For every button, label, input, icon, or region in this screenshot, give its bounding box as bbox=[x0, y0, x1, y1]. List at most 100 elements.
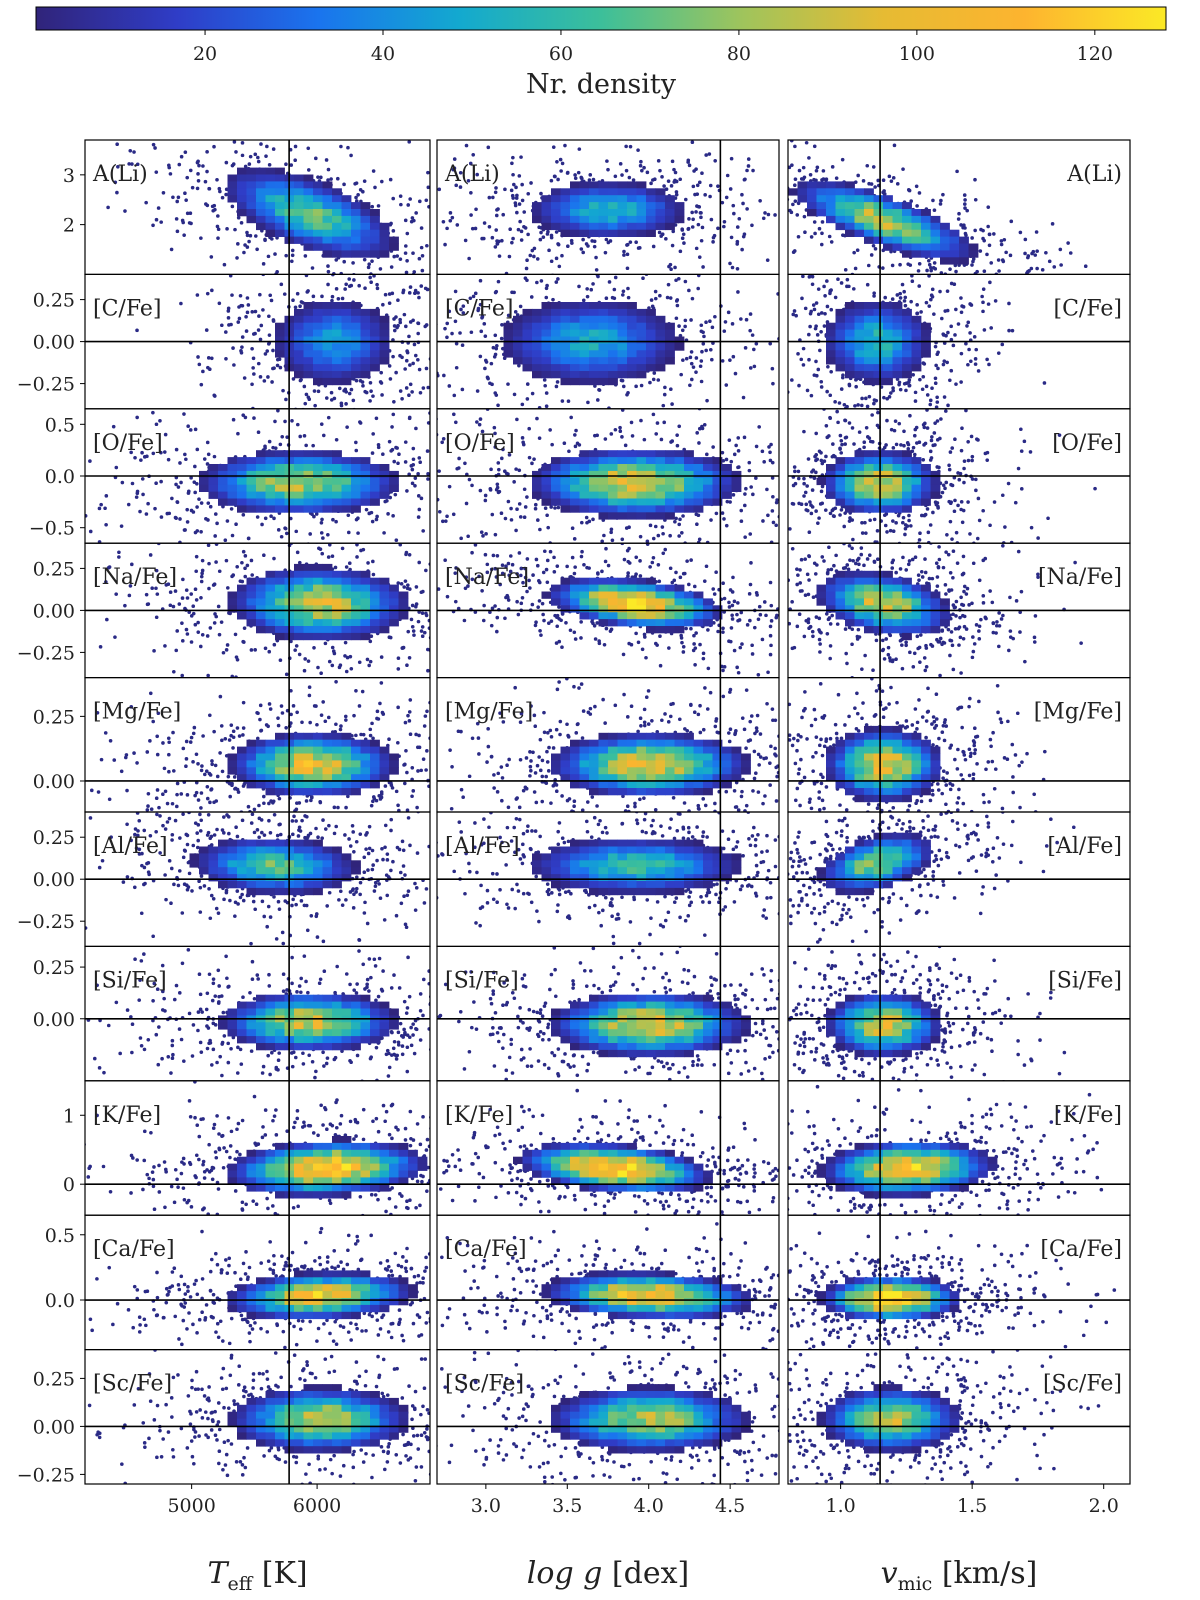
scatter-point bbox=[521, 199, 525, 203]
scatter-point bbox=[933, 267, 937, 271]
density-cell bbox=[332, 450, 342, 457]
scatter-point bbox=[414, 476, 418, 480]
scatter-point bbox=[997, 351, 1001, 355]
scatter-point bbox=[501, 213, 505, 217]
scatter-point bbox=[972, 257, 976, 261]
density-cell bbox=[940, 230, 950, 237]
scatter-point bbox=[823, 539, 827, 543]
scatter-point bbox=[970, 263, 974, 267]
scatter-point bbox=[388, 301, 392, 305]
scatter-point bbox=[781, 223, 785, 227]
scatter-point bbox=[494, 533, 498, 537]
scatter-point bbox=[698, 255, 702, 259]
scatter-point bbox=[212, 393, 216, 397]
scatter-point bbox=[588, 178, 592, 182]
scatter-point bbox=[823, 312, 827, 316]
scatter-point bbox=[700, 380, 704, 384]
density-cell bbox=[608, 371, 618, 378]
scatter-point bbox=[897, 276, 901, 280]
density-cell bbox=[580, 316, 590, 323]
scatter-point bbox=[432, 495, 436, 499]
scatter-point bbox=[380, 381, 384, 385]
density-cell bbox=[874, 343, 884, 350]
density-cell bbox=[883, 357, 893, 364]
scatter-point bbox=[618, 426, 622, 430]
scatter-point bbox=[438, 291, 442, 295]
scatter-point bbox=[1084, 264, 1088, 268]
density-cell bbox=[883, 323, 893, 330]
density-cell bbox=[883, 316, 893, 323]
scatter-point bbox=[650, 298, 654, 302]
density-cell bbox=[532, 209, 542, 216]
scatter-point bbox=[250, 347, 254, 351]
scatter-point bbox=[307, 397, 311, 401]
scatter-point bbox=[294, 408, 298, 412]
scatter-point bbox=[725, 196, 729, 200]
scatter-point bbox=[363, 258, 367, 262]
scatter-point bbox=[283, 283, 287, 287]
density-cell bbox=[266, 492, 276, 499]
scatter-point bbox=[632, 409, 636, 413]
scatter-point bbox=[1000, 343, 1004, 347]
scatter-point bbox=[782, 187, 786, 191]
scatter-point bbox=[766, 192, 770, 196]
scatter-point bbox=[979, 209, 983, 213]
scatter-point bbox=[1046, 331, 1050, 335]
scatter-point bbox=[1024, 238, 1028, 242]
density-cell bbox=[275, 175, 285, 182]
scatter-point bbox=[814, 327, 818, 331]
scatter-point bbox=[966, 321, 970, 325]
density-cell bbox=[883, 371, 893, 378]
scatter-point bbox=[981, 310, 985, 314]
density-cell bbox=[883, 237, 893, 244]
density-cell bbox=[237, 464, 247, 471]
density-cell bbox=[599, 323, 609, 330]
scatter-point bbox=[809, 312, 813, 316]
scatter-point bbox=[318, 416, 322, 420]
scatter-point bbox=[762, 216, 766, 220]
density-cell bbox=[380, 357, 390, 364]
scatter-point bbox=[491, 249, 495, 253]
scatter-point bbox=[605, 296, 609, 300]
scatter-point bbox=[432, 254, 436, 258]
density-cell bbox=[304, 244, 314, 251]
density-cell bbox=[342, 209, 352, 216]
density-cell bbox=[864, 371, 874, 378]
density-cell bbox=[370, 250, 380, 257]
scatter-point bbox=[716, 119, 720, 123]
scatter-point bbox=[819, 330, 823, 334]
scatter-point bbox=[721, 261, 725, 265]
scatter-point bbox=[948, 378, 952, 382]
scatter-point bbox=[736, 324, 740, 328]
scatter-point bbox=[975, 270, 979, 274]
scatter-point bbox=[901, 167, 905, 171]
density-cell bbox=[589, 337, 599, 344]
scatter-point bbox=[215, 522, 219, 526]
scatter-point bbox=[494, 228, 498, 232]
density-cell bbox=[637, 309, 647, 316]
scatter-point bbox=[637, 246, 641, 250]
scatter-point bbox=[447, 278, 451, 282]
density-cell bbox=[798, 188, 808, 195]
density-cell bbox=[551, 202, 561, 209]
density-cell bbox=[912, 337, 922, 344]
scatter-point bbox=[696, 183, 700, 187]
density-cell bbox=[304, 343, 314, 350]
density-cell bbox=[313, 478, 323, 485]
scatter-point bbox=[691, 140, 695, 144]
scatter-point bbox=[529, 181, 533, 185]
density-cell bbox=[921, 330, 931, 337]
scatter-point bbox=[700, 171, 704, 175]
density-cell bbox=[342, 471, 352, 478]
scatter-point bbox=[408, 363, 412, 367]
scatter-point bbox=[230, 293, 234, 297]
density-cell bbox=[902, 343, 912, 350]
scatter-point bbox=[252, 410, 256, 414]
scatter-point bbox=[1000, 243, 1004, 247]
scatter-point bbox=[243, 243, 247, 247]
density-cell bbox=[608, 364, 618, 371]
scatter-point bbox=[943, 395, 947, 399]
density-cell bbox=[304, 309, 314, 316]
density-cell bbox=[323, 499, 333, 506]
scatter-point bbox=[1059, 263, 1063, 267]
